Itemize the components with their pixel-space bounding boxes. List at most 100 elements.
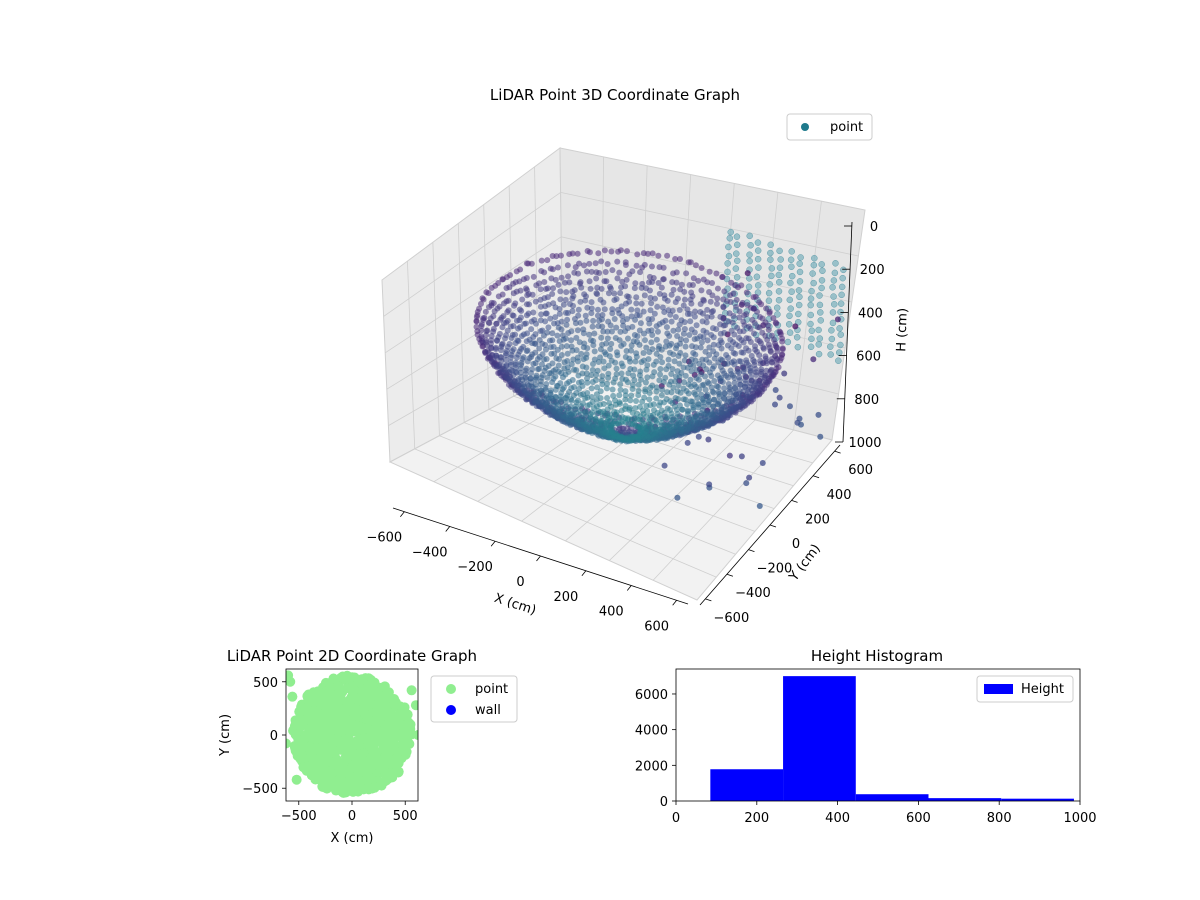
data-point-3d bbox=[637, 320, 644, 327]
data-point-3d bbox=[829, 319, 837, 327]
data-point-3d bbox=[736, 377, 743, 384]
data-point-2d bbox=[324, 720, 335, 731]
data-point-3d bbox=[620, 322, 627, 329]
data-point-3d bbox=[573, 334, 580, 341]
data-point-3d bbox=[688, 368, 695, 375]
data-point-3d bbox=[619, 363, 626, 370]
data-point-3d bbox=[682, 396, 689, 403]
grid-line-3d bbox=[414, 448, 717, 578]
data-point-3d bbox=[692, 262, 699, 269]
data-point-3d bbox=[502, 356, 509, 363]
data-point-3d bbox=[647, 384, 654, 391]
data-point-3d bbox=[715, 383, 722, 390]
data-point-3d bbox=[672, 378, 679, 385]
data-point-3d bbox=[779, 338, 786, 345]
data-point-3d bbox=[643, 366, 650, 373]
data-point-3d bbox=[704, 306, 711, 313]
data-point-3d bbox=[568, 397, 575, 404]
data-point-3d bbox=[651, 310, 658, 317]
data-point-3d bbox=[657, 371, 664, 378]
data-point-3d bbox=[768, 359, 775, 366]
data-point-3d bbox=[837, 300, 845, 307]
data-point-3d bbox=[633, 300, 640, 307]
data-point-3d bbox=[545, 301, 552, 308]
data-point-3d bbox=[796, 293, 803, 301]
data-point-3d bbox=[702, 373, 709, 380]
data-point-2d bbox=[292, 719, 303, 730]
data-point-3d bbox=[565, 368, 572, 375]
data-point-3d bbox=[740, 339, 747, 346]
data-point-3d bbox=[710, 389, 717, 396]
data-point-3d bbox=[746, 275, 753, 282]
legend-3d-frame bbox=[786, 113, 873, 141]
data-point-3d bbox=[732, 303, 739, 310]
data-point-3d bbox=[648, 339, 655, 346]
data-point-3d bbox=[676, 360, 683, 367]
data-point-3d bbox=[740, 328, 747, 335]
data-point-3d bbox=[637, 269, 644, 276]
data-point-3d bbox=[516, 278, 523, 285]
data-point-3d bbox=[673, 269, 680, 276]
data-point-3d bbox=[612, 359, 619, 366]
data-point-3d bbox=[597, 395, 604, 402]
data-point-3d bbox=[507, 323, 514, 330]
y-tick-label-3d: −200 bbox=[757, 562, 793, 577]
data-point-3d bbox=[709, 292, 716, 299]
data-point-3d bbox=[818, 277, 826, 284]
data-point-3d bbox=[528, 260, 535, 267]
data-point-3d bbox=[656, 320, 663, 327]
data-point-3d bbox=[787, 279, 794, 287]
data-point-3d bbox=[637, 376, 644, 383]
data-point-3d bbox=[542, 364, 549, 371]
data-point-3d bbox=[517, 369, 524, 376]
data-point-2d bbox=[290, 729, 301, 740]
data-point-3d bbox=[685, 390, 692, 397]
data-point-3d bbox=[642, 388, 649, 395]
data-point-3d bbox=[598, 285, 605, 292]
data-point-3d bbox=[609, 386, 616, 393]
x-tick-label-histogram: 600 bbox=[906, 811, 931, 826]
data-point-3d bbox=[568, 337, 575, 344]
data-point-3d bbox=[815, 350, 823, 358]
grid-line-3d bbox=[561, 236, 852, 303]
data-point-3d bbox=[747, 374, 754, 381]
legend-3d-label-point: point bbox=[830, 120, 863, 135]
x-tick-label-2d: 0 bbox=[348, 809, 356, 824]
data-point-3d bbox=[634, 333, 641, 340]
data-point-3d bbox=[829, 284, 836, 291]
data-point-3d bbox=[711, 396, 718, 403]
data-point-3d bbox=[695, 376, 702, 383]
data-point-3d bbox=[695, 433, 702, 440]
data-point-3d bbox=[811, 254, 818, 262]
data-point-3d bbox=[569, 377, 576, 384]
data-point-3d bbox=[591, 348, 598, 355]
data-point-3d bbox=[740, 349, 747, 356]
data-point-3d bbox=[682, 343, 689, 350]
legend-histogram: Height bbox=[976, 675, 1074, 703]
data-point-3d bbox=[534, 356, 541, 363]
data-point-2d bbox=[383, 747, 394, 758]
data-point-3d bbox=[788, 288, 795, 296]
data-point-3d bbox=[598, 258, 605, 265]
chart-3d: LiDAR Point 3D Coordinate Graph −600 −400… bbox=[366, 86, 910, 634]
data-point-3d bbox=[829, 309, 837, 316]
data-point-3d bbox=[719, 379, 726, 386]
data-point-3d bbox=[747, 242, 754, 249]
data-point-3d bbox=[504, 327, 511, 334]
data-point-3d bbox=[795, 287, 803, 294]
data-point-3d bbox=[726, 389, 733, 396]
x-tick-label-3d: 400 bbox=[599, 605, 624, 620]
data-point-3d bbox=[670, 351, 677, 358]
data-point-3d bbox=[613, 324, 620, 331]
x-tick-label-3d: 200 bbox=[553, 590, 578, 605]
data-point-3d bbox=[660, 264, 667, 271]
data-point-3d bbox=[694, 394, 701, 401]
grid-line-3d bbox=[652, 429, 794, 581]
data-point-3d bbox=[596, 269, 603, 276]
data-point-3d bbox=[539, 327, 546, 334]
data-point-3d bbox=[557, 296, 564, 303]
data-point-3d bbox=[613, 365, 620, 372]
data-point-3d bbox=[633, 353, 640, 360]
ticks-2d: −500 0 500 −500 0 500 bbox=[242, 676, 417, 824]
data-point-3d bbox=[633, 262, 640, 269]
